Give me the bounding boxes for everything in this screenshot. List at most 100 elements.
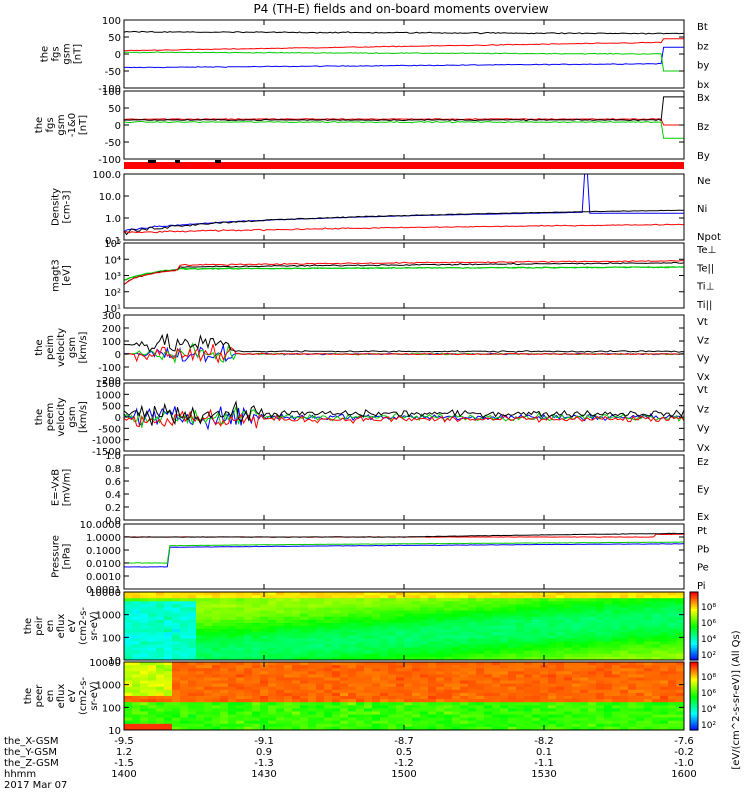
- heatmap-cell: [228, 665, 237, 669]
- heatmap-cell: [372, 598, 381, 602]
- heatmap-cell: [332, 689, 341, 694]
- heatmap-cell: [180, 677, 189, 682]
- heatmap-cell: [188, 680, 197, 685]
- heatmap-cell: [212, 686, 221, 691]
- colorbar-step: [690, 665, 698, 668]
- heatmap-cell: [252, 708, 261, 713]
- heatmap-cell: [548, 699, 557, 703]
- heatmap-cell: [596, 619, 605, 624]
- heatmap-cell: [324, 714, 333, 719]
- heatmap-cell: [308, 714, 317, 719]
- heatmap-cell: [124, 686, 133, 691]
- heatmap-cell: [396, 680, 405, 685]
- y-tick-label: 100: [102, 633, 121, 644]
- heatmap-cell: [356, 644, 365, 649]
- heatmap-cell: [372, 714, 381, 719]
- heatmap-cell: [324, 635, 333, 639]
- heatmap-cell: [244, 610, 253, 615]
- legend-Ex: Ex: [697, 512, 709, 523]
- heatmap-cell: [516, 717, 525, 722]
- heatmap-cell: [364, 726, 373, 730]
- heatmap-cell: [500, 598, 509, 602]
- heatmap-cell: [204, 708, 213, 713]
- heatmap-cell: [348, 689, 357, 694]
- heatmap-cell: [228, 705, 237, 709]
- heatmap-cell: [300, 708, 309, 713]
- y-label-line: peim: [45, 335, 56, 360]
- heatmap-cell: [396, 702, 405, 706]
- heatmap-cell: [668, 662, 677, 666]
- heatmap-cell: [548, 607, 557, 612]
- heatmap-cell: [556, 604, 565, 609]
- heatmap-cell: [220, 671, 229, 675]
- heatmap-cell: [212, 702, 221, 706]
- heatmap-cell: [284, 595, 293, 599]
- colorbar-step: [690, 680, 698, 683]
- heatmap-cell: [244, 671, 253, 675]
- heatmap-cell: [644, 644, 653, 649]
- heatmap-cell: [204, 613, 213, 618]
- heatmap-cell: [460, 604, 469, 609]
- heatmap-cell: [444, 650, 453, 655]
- x-tick-label: 1430: [251, 769, 276, 780]
- heatmap-cell: [268, 656, 277, 660]
- x-tick-label: 0.9: [256, 747, 272, 758]
- heatmap-cell: [532, 686, 541, 691]
- heatmap-cell: [132, 726, 141, 730]
- heatmap-cell: [324, 677, 333, 682]
- heatmap-cell: [564, 592, 573, 596]
- heatmap-cell: [540, 717, 549, 722]
- heatmap-cell: [332, 592, 341, 596]
- heatmap-cell: [500, 629, 509, 633]
- heatmap-cell: [580, 653, 589, 658]
- heatmap-cell: [252, 699, 261, 703]
- heatmap-cell: [236, 653, 245, 658]
- heatmap-cell: [132, 616, 141, 621]
- heatmap-cell: [476, 692, 485, 697]
- heatmap-cell: [636, 662, 645, 666]
- heatmap-cell: [204, 601, 213, 605]
- heatmap-cell: [396, 595, 405, 599]
- heatmap-cell: [428, 662, 437, 666]
- heatmap-cell: [668, 638, 677, 643]
- heatmap-cell: [284, 662, 293, 666]
- heatmap-cell: [388, 622, 397, 627]
- heatmap-cell: [492, 720, 501, 725]
- heatmap-cell: [476, 632, 485, 636]
- heatmap-cell: [388, 644, 397, 649]
- heatmap-cell: [668, 708, 677, 713]
- heatmap-cell: [476, 619, 485, 624]
- heatmap-cell: [628, 671, 637, 675]
- heatmap-cell: [364, 610, 373, 615]
- heatmap-cell: [212, 641, 221, 646]
- heatmap-cell: [556, 632, 565, 636]
- y-tick-label: 10: [108, 726, 121, 737]
- heatmap-cell: [412, 638, 421, 643]
- heatmap-cell: [532, 644, 541, 649]
- heatmap-cell: [428, 613, 437, 618]
- heatmap-cell: [580, 720, 589, 725]
- heatmap-cell: [284, 622, 293, 627]
- heatmap-cell: [404, 604, 413, 609]
- colorbar-step: [690, 600, 698, 603]
- heatmap-cell: [124, 647, 133, 652]
- heatmap-cell: [508, 601, 517, 605]
- heatmap-cell: [596, 613, 605, 618]
- heatmap-cell: [332, 702, 341, 706]
- heatmap-cell: [412, 714, 421, 719]
- heatmap-cell: [332, 656, 341, 660]
- heatmap-cell: [668, 665, 677, 669]
- heatmap-cell: [580, 629, 589, 633]
- heatmap-cell: [620, 692, 629, 697]
- heatmap-cell: [620, 592, 629, 596]
- heatmap-cell: [628, 668, 637, 672]
- heatmap-cell: [252, 711, 261, 716]
- heatmap-cell: [476, 616, 485, 621]
- heatmap-cell: [396, 692, 405, 697]
- heatmap-cell: [660, 601, 669, 605]
- heatmap-cell: [180, 638, 189, 643]
- heatmap-cell: [404, 711, 413, 716]
- heatmap-cell: [404, 650, 413, 655]
- heatmap-cell: [212, 632, 221, 636]
